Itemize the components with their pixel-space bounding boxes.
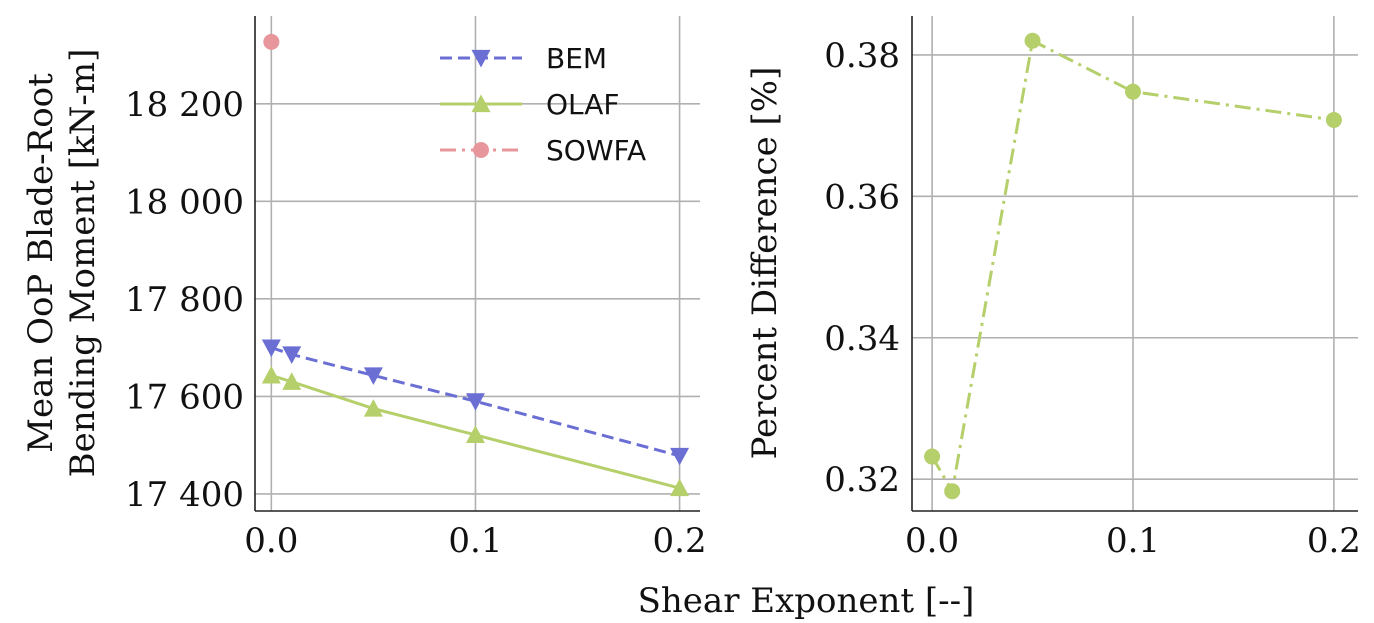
x-tick-label: 0.0 bbox=[244, 521, 298, 561]
y-axis-label: Mean OoP Blade-Root bbox=[21, 73, 61, 453]
series-1-data-point bbox=[924, 448, 941, 465]
legend-marker-olaf bbox=[471, 94, 491, 113]
y-tick-label: 17 400 bbox=[125, 475, 244, 515]
bem-series-line bbox=[270, 346, 680, 458]
y-tick-label: 18 000 bbox=[125, 182, 244, 222]
y-axis-label: Bending Moment [kN-m] bbox=[63, 49, 103, 478]
y-tick-label: 18 200 bbox=[125, 85, 244, 125]
legend-label-olaf: OLAF bbox=[546, 88, 620, 121]
olaf-data-point bbox=[670, 478, 690, 497]
x-tick-label: 0.2 bbox=[1307, 521, 1361, 561]
legend: BEM OLAF SOWFA bbox=[440, 42, 646, 167]
legend-label-bem: BEM bbox=[546, 42, 607, 75]
olaf-data-point bbox=[363, 399, 383, 417]
y-tick-label: 0.36 bbox=[824, 177, 900, 217]
series-1-data-point bbox=[944, 483, 961, 500]
y-tick-label: 17 600 bbox=[125, 377, 244, 417]
sowfa-data-point bbox=[263, 33, 280, 50]
x-tick-label: 0.1 bbox=[1106, 521, 1160, 561]
x-tick-label: 0.2 bbox=[653, 521, 707, 561]
bem-data-point bbox=[465, 393, 485, 411]
legend-marker-sowfa bbox=[473, 142, 489, 158]
bem-data-point bbox=[670, 447, 690, 466]
y-tick-label: 0.34 bbox=[824, 319, 900, 359]
y-tick-label: 0.32 bbox=[824, 460, 900, 500]
y-axis-label: Percent Difference [%] bbox=[745, 67, 785, 460]
series-1-data-point bbox=[1325, 111, 1342, 128]
y-tick-label: 17 800 bbox=[125, 280, 244, 320]
bem-data-point bbox=[261, 339, 281, 358]
legend-label-sowfa: SOWFA bbox=[546, 134, 646, 167]
olaf-data-point bbox=[282, 372, 302, 390]
series-1-data-point bbox=[1124, 83, 1141, 100]
percent-difference-chart: 0.0 0.1 0.2 0.32 0.34 0.36 0.38 Percent Differe… bbox=[745, 16, 1361, 561]
y-tick-label: 0.38 bbox=[824, 36, 900, 76]
x-tick-label: 0.0 bbox=[905, 521, 959, 561]
legend-marker-bem bbox=[471, 49, 491, 68]
shared-x-axis-label: Shear Exponent [--] bbox=[638, 581, 975, 621]
bem-data-point bbox=[282, 346, 302, 364]
series-1-data-point bbox=[1024, 32, 1041, 49]
x-tick-label: 0.1 bbox=[448, 521, 502, 561]
olaf-data-point bbox=[261, 365, 281, 384]
bending-moment-chart: 0.0 0.1 0.2 17 400 17 600 17 800 18 000 18 200 M… bbox=[21, 16, 707, 561]
bem-data-point bbox=[363, 367, 383, 385]
olaf-data-point bbox=[465, 425, 485, 443]
